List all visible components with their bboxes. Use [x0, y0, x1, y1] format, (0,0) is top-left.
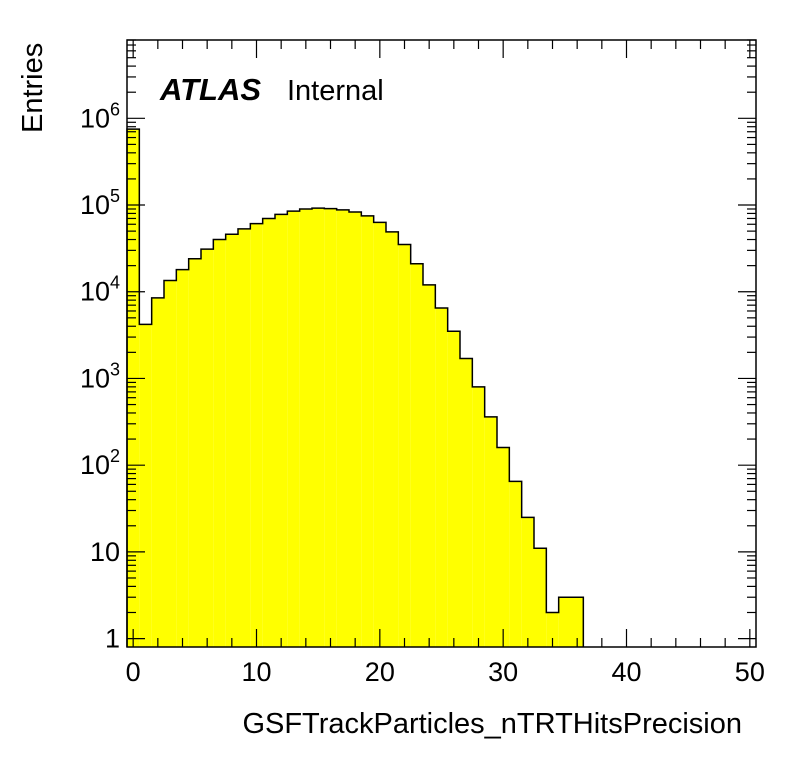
x-axis-ticks	[132, 40, 751, 647]
y-tick-label-exponent: 4	[110, 273, 120, 293]
histogram-bar	[484, 416, 497, 647]
histogram-bar	[373, 222, 386, 648]
histogram-bar	[386, 231, 399, 647]
histogram-bar	[349, 212, 362, 647]
histogram-bar	[571, 597, 584, 647]
x-tick-label: 40	[611, 657, 641, 687]
y-tick-label-base: 10	[80, 103, 110, 133]
histogram-bar	[410, 263, 423, 647]
histogram-bar	[238, 228, 251, 647]
histogram-bar	[188, 258, 201, 647]
histogram-bar	[213, 239, 226, 647]
histogram-bar	[151, 297, 164, 647]
histogram-bar	[299, 208, 312, 647]
y-tick-label: 102	[80, 446, 120, 480]
histogram-bar	[164, 280, 177, 647]
histogram-bar	[423, 284, 436, 647]
y-tick-label: 105	[80, 186, 120, 220]
y-tick-label: 103	[80, 359, 120, 393]
y-tick-label: 10	[90, 537, 120, 567]
y-tick-label-exponent: 5	[110, 186, 120, 206]
histogram-bar	[497, 447, 510, 647]
y-tick-label-base: 10	[90, 537, 120, 567]
y-axis-label: Entries	[17, 43, 49, 133]
y-tick-label-base: 10	[80, 363, 110, 393]
histogram-bar	[435, 307, 448, 647]
histogram-bar	[509, 481, 522, 647]
x-tick-label: 20	[365, 657, 395, 687]
histogram-bar	[546, 612, 559, 647]
histogram-bar	[398, 244, 411, 647]
x-tick-label: 0	[126, 657, 141, 687]
histogram-bar	[558, 597, 571, 647]
histogram-bar	[336, 209, 349, 647]
histogram-bar	[262, 218, 275, 647]
y-tick-label-base: 10	[80, 190, 110, 220]
x-axis-tick-labels: 0 10 20 30 40 50	[126, 657, 765, 687]
histogram-bar	[275, 214, 288, 648]
histogram-bar	[127, 129, 140, 647]
y-tick-label-base: 1	[105, 624, 120, 654]
histogram-bar	[201, 249, 214, 648]
histogram-bar	[472, 386, 485, 647]
histogram-bar	[139, 324, 152, 647]
histogram-bar	[460, 358, 473, 647]
x-tick-label: 10	[241, 657, 271, 687]
y-tick-label: 1	[105, 624, 120, 654]
y-tick-label-exponent: 6	[110, 99, 120, 119]
y-tick-label: 104	[80, 273, 120, 307]
histogram-bars	[127, 129, 584, 648]
histogram-outline	[126, 128, 585, 647]
histogram-bar	[312, 208, 325, 647]
atlas-label: ATLAS	[159, 72, 261, 107]
histogram-bar	[447, 331, 460, 647]
y-tick-label: 106	[80, 99, 120, 133]
histogram-bar	[176, 269, 189, 647]
x-tick-label: 30	[488, 657, 518, 687]
histogram-bar	[287, 211, 300, 647]
y-tick-label-exponent: 3	[110, 359, 120, 379]
histogram-bar	[361, 215, 374, 647]
x-tick-label: 50	[735, 657, 765, 687]
internal-label: Internal	[287, 75, 384, 107]
histogram-bar	[250, 223, 263, 647]
plot-frame	[126, 39, 757, 648]
histogram-bar	[324, 208, 337, 647]
histogram-bar	[521, 517, 534, 647]
y-tick-label-base: 10	[80, 450, 110, 480]
y-tick-label-base: 10	[80, 277, 110, 307]
y-tick-label-exponent: 2	[110, 446, 120, 466]
x-axis-label: GSFTrackParticles_nTRTHitsPrecision	[242, 708, 742, 740]
histogram-bar	[225, 234, 238, 647]
histogram-bar	[534, 548, 547, 647]
y-axis-ticks	[127, 39, 756, 640]
